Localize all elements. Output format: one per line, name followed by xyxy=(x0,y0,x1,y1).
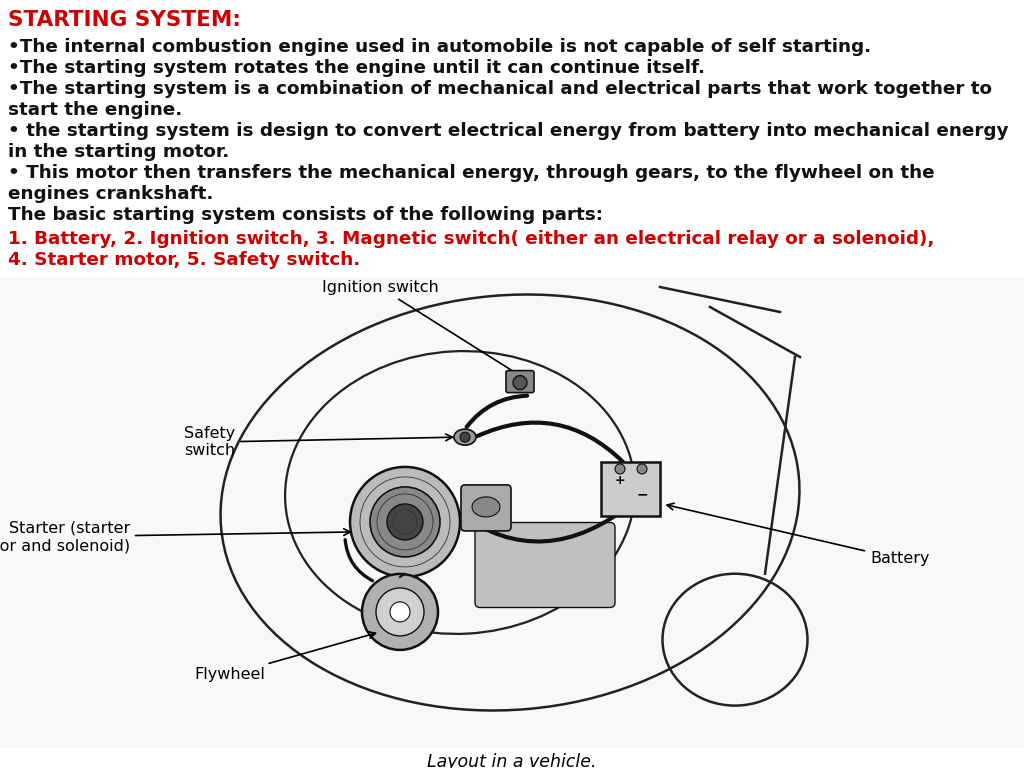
Circle shape xyxy=(370,487,440,557)
Text: 4. Starter motor, 5. Safety switch.: 4. Starter motor, 5. Safety switch. xyxy=(8,251,360,269)
Circle shape xyxy=(362,574,438,650)
Circle shape xyxy=(350,467,460,577)
Circle shape xyxy=(376,588,424,636)
Text: The basic starting system consists of the following parts:: The basic starting system consists of th… xyxy=(8,206,603,224)
Text: −: − xyxy=(636,487,648,501)
Text: Flywheel: Flywheel xyxy=(195,632,376,682)
Circle shape xyxy=(460,432,470,442)
Text: •The internal combustion engine used in automobile is not capable of self starti: •The internal combustion engine used in … xyxy=(8,38,871,56)
Text: 1. Battery, 2. Ignition switch, 3. Magnetic switch( either an electrical relay o: 1. Battery, 2. Ignition switch, 3. Magne… xyxy=(8,230,934,248)
Text: engines crankshaft.: engines crankshaft. xyxy=(8,185,213,203)
Circle shape xyxy=(387,504,423,540)
Text: +: + xyxy=(614,475,626,488)
Circle shape xyxy=(615,464,625,474)
Text: start the engine.: start the engine. xyxy=(8,101,182,119)
Text: Ignition switch: Ignition switch xyxy=(322,280,524,378)
FancyBboxPatch shape xyxy=(461,485,511,531)
FancyBboxPatch shape xyxy=(506,371,534,392)
FancyBboxPatch shape xyxy=(475,522,615,607)
Bar xyxy=(0,277,1024,748)
Text: •The starting system is a combination of mechanical and electrical parts that wo: •The starting system is a combination of… xyxy=(8,80,992,98)
Text: Safety
switch: Safety switch xyxy=(183,426,453,458)
Circle shape xyxy=(390,602,410,622)
FancyBboxPatch shape xyxy=(600,462,659,516)
Text: •The starting system rotates the engine until it can continue itself.: •The starting system rotates the engine … xyxy=(8,59,705,77)
Text: Layout in a vehicle.: Layout in a vehicle. xyxy=(427,753,597,768)
Text: Battery: Battery xyxy=(667,503,930,567)
Circle shape xyxy=(637,464,647,474)
Text: STARTING SYSTEM:: STARTING SYSTEM: xyxy=(8,10,241,30)
Text: • the starting system is design to convert electrical energy from battery into m: • the starting system is design to conve… xyxy=(8,122,1009,140)
Text: in the starting motor.: in the starting motor. xyxy=(8,143,229,161)
Ellipse shape xyxy=(472,497,500,517)
Circle shape xyxy=(513,376,527,389)
Text: • This motor then transfers the mechanical energy, through gears, to the flywhee: • This motor then transfers the mechanic… xyxy=(8,164,935,182)
Text: Starter (starter
motor and solenoid): Starter (starter motor and solenoid) xyxy=(0,521,350,553)
Ellipse shape xyxy=(454,429,476,445)
